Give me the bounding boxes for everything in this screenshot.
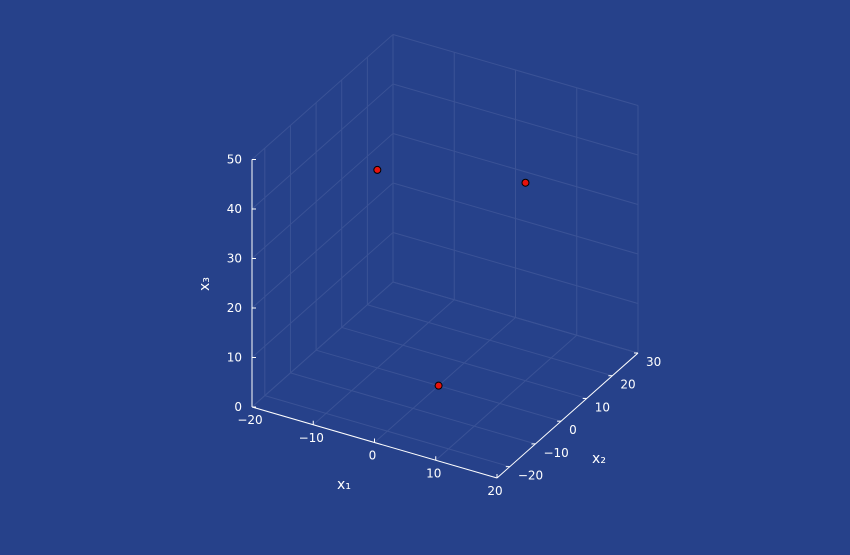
x1-tick-label: 10 <box>426 466 441 480</box>
grid <box>251 34 639 479</box>
x1-tick-label: −10 <box>299 431 324 445</box>
grid-line <box>392 34 639 106</box>
grid-line <box>392 281 639 354</box>
x1-tick-label: −20 <box>237 413 262 427</box>
x3-tick-label: 40 <box>227 202 242 216</box>
x3-tick-label: 30 <box>227 252 242 266</box>
x2-axis-title: x₂ <box>592 451 606 467</box>
grid-line <box>392 133 639 205</box>
data-point <box>521 178 530 187</box>
grid-line <box>251 232 394 358</box>
grid-line <box>251 182 394 309</box>
data-points <box>373 165 530 390</box>
x2-tick-label: −20 <box>518 469 543 483</box>
x2-tick-label: 30 <box>646 355 661 369</box>
data-point <box>434 381 443 390</box>
grid-line <box>392 232 639 304</box>
grid-line <box>251 34 394 160</box>
axes <box>251 159 639 479</box>
grid-line <box>374 317 516 443</box>
x3-tick-label: 50 <box>227 153 242 167</box>
x1-axis-title: x₁ <box>337 477 351 493</box>
grid-line <box>251 133 394 259</box>
x2-axis-line <box>496 352 639 479</box>
x2-tick-label: 20 <box>620 378 635 392</box>
x3-tick-label: 10 <box>227 351 242 365</box>
x1-tick-label: 0 <box>369 449 377 463</box>
grid-line <box>341 326 587 399</box>
grid-line <box>435 334 578 461</box>
grid-line <box>312 299 455 426</box>
grid-line <box>251 83 394 210</box>
x3-axis-title: x₃ <box>197 277 213 291</box>
x2-tick-label: −10 <box>543 446 568 460</box>
x2-tick-label: 0 <box>569 423 577 437</box>
grid-line <box>367 304 613 377</box>
x1-tick-label: 20 <box>487 484 502 498</box>
grid-line <box>290 372 536 445</box>
x3-tick-label: 0 <box>234 400 242 414</box>
grid-line <box>264 395 510 468</box>
grid-line <box>392 182 639 255</box>
grid-line <box>251 281 394 408</box>
axis-titles: x₁ x₂ x₃ <box>197 277 606 493</box>
x3-tick-label: 20 <box>227 301 242 315</box>
grid-line <box>392 83 639 156</box>
data-point <box>373 165 382 174</box>
x2-tick-label: 10 <box>595 400 610 414</box>
